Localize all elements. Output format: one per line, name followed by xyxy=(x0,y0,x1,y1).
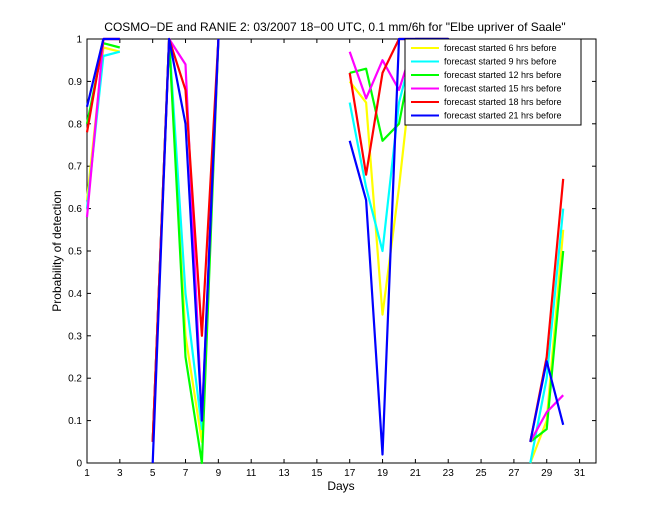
x-tick-label: 5 xyxy=(150,468,156,479)
x-tick-label: 19 xyxy=(377,468,389,479)
x-axis-label: Days xyxy=(327,479,354,493)
x-tick-label: 27 xyxy=(508,468,520,479)
series-line xyxy=(529,250,565,443)
x-tick-label: 15 xyxy=(311,468,323,479)
x-tick-label: 1 xyxy=(84,468,90,479)
legend-entry: forecast started 9 hrs before xyxy=(444,57,557,67)
x-tick-label: 23 xyxy=(443,468,455,479)
x-tick-label: 21 xyxy=(410,468,422,479)
legend-entry: forecast started 18 hrs before xyxy=(444,97,562,107)
x-tick-label: 17 xyxy=(344,468,356,479)
axis-ticks: 1 3 5 7 9 11 13 15 17 19 21 23 25 27 29 3100.10.20.30.4… xyxy=(68,35,596,479)
x-tick-label: 11 xyxy=(246,468,257,479)
legend-entry: forecast started 15 hrs before xyxy=(444,84,562,94)
x-tick-label: 13 xyxy=(278,468,290,479)
y-tick-label: 0.6 xyxy=(68,204,82,215)
y-tick-label: 0.4 xyxy=(68,289,82,300)
x-tick-label: 31 xyxy=(574,468,586,479)
x-tick-label: 7 xyxy=(183,468,189,479)
series-line xyxy=(85,37,120,108)
y-tick-label: 0.2 xyxy=(68,374,82,385)
y-tick-label: 0.9 xyxy=(68,77,82,88)
legend: forecast started 6 hrs before forecast st… xyxy=(404,38,582,126)
y-tick-label: 0.8 xyxy=(68,119,82,130)
y-tick-label: 0.7 xyxy=(68,162,82,173)
legend-entry: forecast started 12 hrs before xyxy=(444,70,562,80)
series-line xyxy=(529,360,565,443)
x-tick-label: 25 xyxy=(476,468,488,479)
y-tick-label: 0.5 xyxy=(68,247,82,258)
legend-entry: forecast started 21 hrs before xyxy=(444,111,562,121)
y-tick-label: 0.1 xyxy=(68,416,82,427)
y-tick-label: 0 xyxy=(76,459,82,470)
legend-entry: forecast started 6 hrs before xyxy=(444,43,557,53)
y-axis-label: Probability of detection xyxy=(50,190,64,311)
chart-title: COSMO−DE and RANIE 2: 03/2007 18−00 UTC,… xyxy=(104,20,565,34)
series-line xyxy=(151,37,220,464)
x-tick-label: 29 xyxy=(541,468,553,479)
x-tick-label: 9 xyxy=(216,468,222,479)
legend-box xyxy=(404,38,582,126)
series-line xyxy=(529,208,565,464)
x-tick-label: 3 xyxy=(117,468,123,479)
y-tick-label: 0.3 xyxy=(68,331,82,342)
y-tick-label: 1 xyxy=(76,35,82,46)
